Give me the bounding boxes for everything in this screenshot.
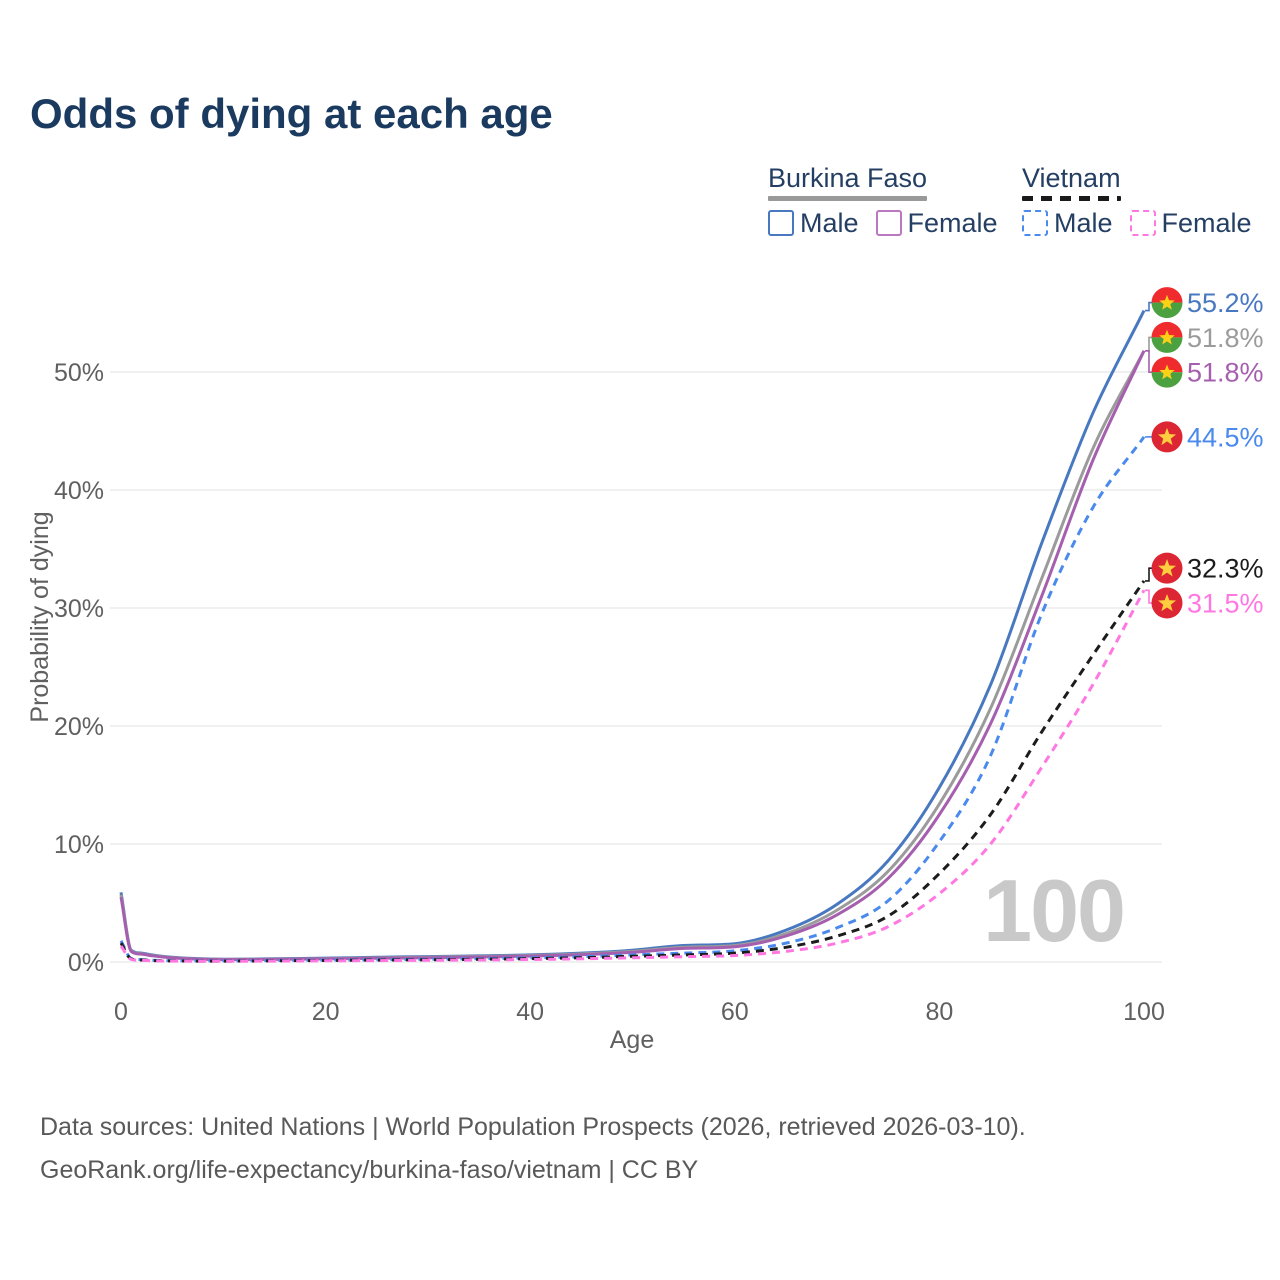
legend-item-label: Male	[1054, 207, 1113, 238]
end-value-label-vn-male: 44.5%	[1187, 422, 1264, 452]
x-axis-tick-labels: 0 20 40 60 80 100	[114, 998, 1165, 1026]
end-value-label-vn-all: 32.3%	[1187, 554, 1264, 584]
legend-group-vietnam: Vietnam Male Female	[1022, 163, 1252, 239]
end-value-labels: 55.2% 51.8% 51.8% 44.5% 32.3% 31.5%	[1145, 287, 1264, 619]
legend-country-label: Burkina Faso	[768, 163, 928, 193]
label-connector-vn-female	[1145, 589, 1153, 604]
flag-icon-vietnam	[1151, 421, 1183, 453]
y-tick-label: 50%	[54, 359, 104, 387]
watermark-age-100: 100	[983, 861, 1124, 960]
y-axis-tick-labels: 0% 10% 20% 30% 40% 50%	[54, 359, 104, 977]
legend-header-burkina-faso: Burkina Faso	[768, 163, 928, 201]
flag-icon-vietnam	[1151, 552, 1183, 584]
x-tick-label: 0	[114, 998, 128, 1026]
legend-item-vietnam-female[interactable]: Female	[1129, 207, 1252, 239]
checkbox-burkina-faso-male	[768, 210, 794, 236]
curve-vn-female	[119, 589, 1146, 963]
checkbox-burkina-faso-female	[875, 210, 902, 236]
flag-icon-burkina-faso	[1151, 356, 1183, 388]
legend: Burkina Faso Male Female Vietnam Male	[0, 0, 1280, 250]
x-tick-label: 20	[312, 998, 340, 1026]
data-curves	[119, 309, 1146, 963]
y-tick-label: 30%	[54, 595, 104, 623]
legend-item-burkina-faso-female[interactable]: Female	[875, 207, 998, 239]
legend-item-vietnam-male[interactable]: Male	[1022, 208, 1113, 239]
legend-line-style-swatch-dashed	[1022, 196, 1121, 201]
end-value-label-vn-female: 31.5%	[1187, 588, 1264, 618]
end-value-label-bf-male: 55.2%	[1187, 288, 1264, 318]
attribution-line: GeoRank.org/life-expectancy/burkina-faso…	[40, 1156, 699, 1184]
x-tick-label: 100	[1123, 998, 1165, 1026]
legend-country-label: Vietnam	[1022, 163, 1121, 193]
legend-item-label: Female	[907, 207, 998, 238]
checkbox-vietnam-male	[1022, 210, 1048, 236]
y-tick-label: 20%	[54, 713, 104, 741]
y-tick-label: 40%	[54, 477, 104, 505]
legend-line-style-swatch-solid	[768, 196, 928, 201]
x-axis-title: Age	[610, 1026, 654, 1054]
y-tick-label: 0%	[68, 949, 104, 977]
x-tick-label: 60	[721, 998, 749, 1026]
end-value-label-bf-female: 51.8%	[1187, 358, 1264, 388]
y-axis-title: Probability of dying	[26, 511, 54, 722]
checkbox-vietnam-female	[1129, 210, 1156, 236]
curve-bf-female	[119, 350, 1146, 962]
legend-item-label: Female	[1161, 207, 1252, 238]
page-title: Odds of dying at each age	[30, 90, 553, 137]
label-connector-bf-male	[1145, 301, 1153, 312]
flag-icon-burkina-faso	[1151, 287, 1183, 319]
label-connector-bf-female	[1145, 350, 1153, 373]
legend-group-burkina-faso: Burkina Faso Male Female	[768, 163, 998, 239]
x-tick-label: 40	[516, 998, 544, 1026]
footer: Data sources: United Nations | World Pop…	[40, 1106, 1026, 1192]
end-value-label-bf-all: 51.8%	[1187, 323, 1264, 353]
flag-icon-vietnam	[1151, 587, 1183, 619]
data-source-line: Data sources: United Nations | World Pop…	[40, 1113, 1026, 1141]
legend-item-label: Male	[800, 207, 859, 238]
label-connector-vn-all	[1145, 567, 1153, 582]
x-tick-label: 80	[925, 998, 953, 1026]
y-tick-label: 10%	[54, 831, 104, 859]
legend-item-burkina-faso-male[interactable]: Male	[768, 208, 859, 239]
legend-header-vietnam: Vietnam	[1022, 163, 1121, 201]
flag-icon-burkina-faso	[1151, 321, 1183, 353]
